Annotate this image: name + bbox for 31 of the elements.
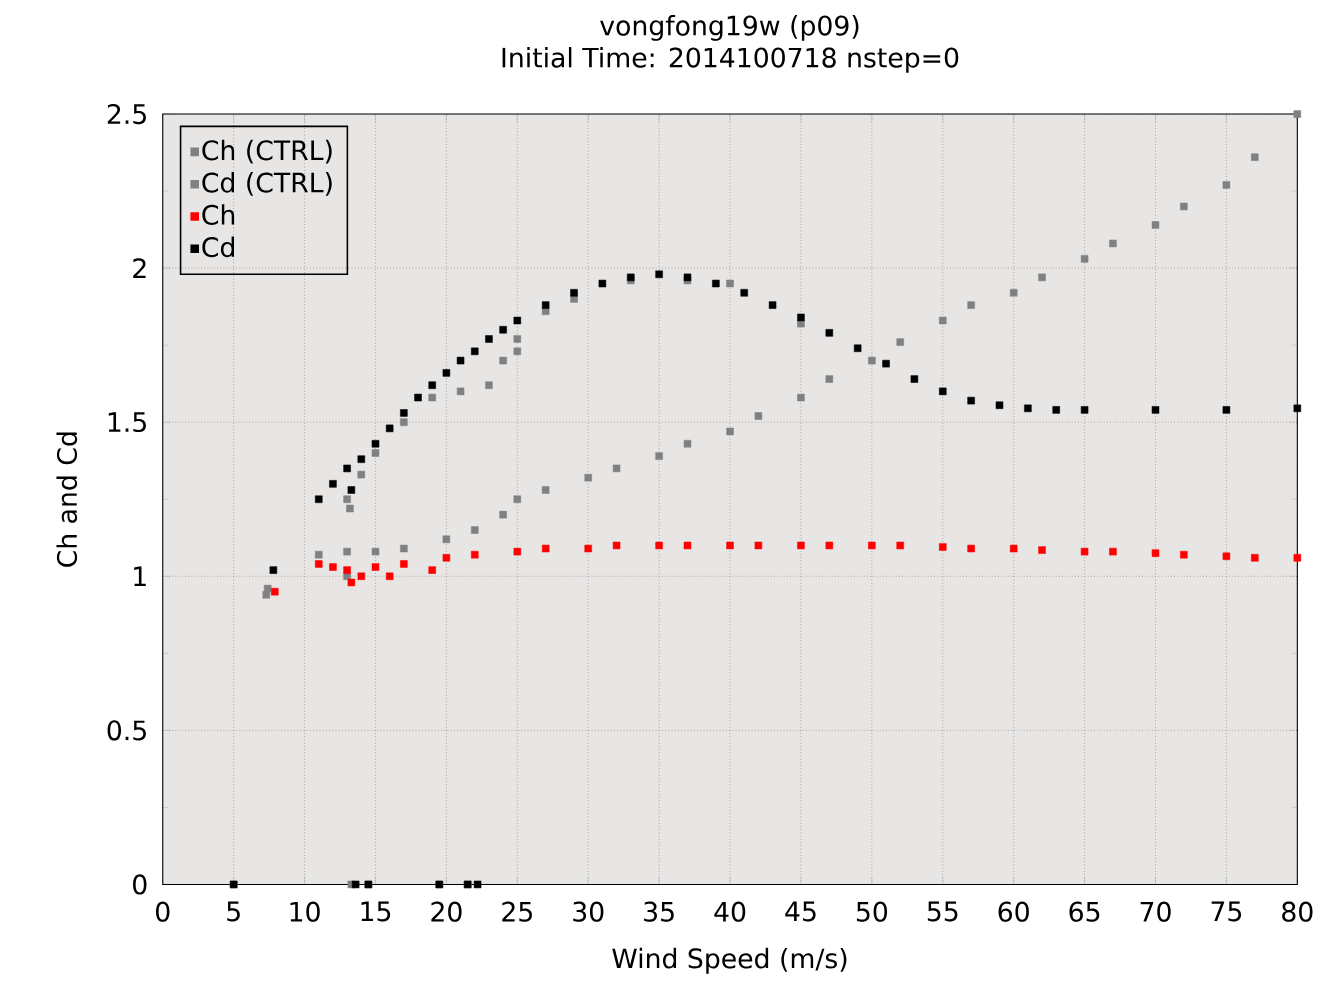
x-tick-label: 75 bbox=[1211, 901, 1242, 922]
x-tick-label: 30 bbox=[573, 901, 604, 922]
y-axis-title: Ch and Cd bbox=[56, 432, 78, 567]
x-tick-label: 20 bbox=[431, 901, 462, 922]
x-tick-label: 80 bbox=[1282, 901, 1313, 922]
y-tick-label: 1 bbox=[134, 566, 146, 586]
x-tick-label: 60 bbox=[998, 901, 1029, 922]
x-tick-label: 15 bbox=[361, 901, 391, 922]
chart-title: vongfong19w (p09) bbox=[600, 14, 859, 41]
legend-label: Ch (CTRL) bbox=[202, 139, 332, 164]
y-tick-label: 2 bbox=[133, 257, 146, 278]
legend-label: Cd (CTRL) bbox=[202, 171, 332, 196]
legend-label: Ch bbox=[202, 204, 235, 225]
x-tick-label: 0 bbox=[156, 901, 170, 922]
x-tick-label: 35 bbox=[644, 901, 674, 922]
y-tick-label: 0.5 bbox=[107, 720, 146, 741]
x-tick-label: 70 bbox=[1140, 901, 1171, 922]
x-tick-label: 65 bbox=[1069, 901, 1100, 922]
x-tick-label: 10 bbox=[290, 901, 320, 922]
x-tick-label: 40 bbox=[714, 901, 746, 922]
y-tick-label: 0 bbox=[133, 874, 147, 895]
x-tick-label: 45 bbox=[785, 901, 816, 922]
x-axis-title: Wind Speed (m/s) bbox=[612, 947, 847, 974]
y-tick-label: 2.5 bbox=[107, 103, 146, 124]
legend-label: Cd bbox=[202, 236, 234, 257]
x-tick-label: 25 bbox=[502, 901, 532, 922]
y-tick-label: 1.5 bbox=[108, 412, 146, 432]
x-tick-label: 50 bbox=[856, 901, 888, 922]
x-tick-label: 55 bbox=[927, 901, 958, 922]
chart-subtitle: Initial Time: 2014100718 nstep=0 bbox=[502, 46, 959, 73]
x-tick-label: 5 bbox=[227, 901, 240, 922]
